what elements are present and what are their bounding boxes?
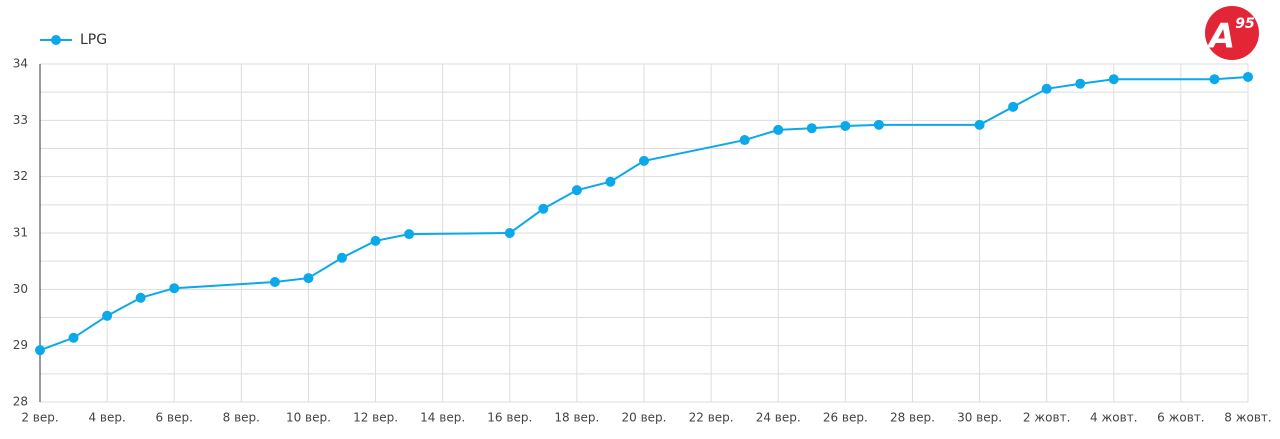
data-point (538, 203, 549, 214)
data-point (135, 292, 146, 303)
data-point (1209, 74, 1220, 85)
data-point (303, 273, 314, 284)
data-point (840, 120, 851, 131)
y-tick-label: 31 (13, 226, 28, 240)
data-point (269, 277, 280, 288)
data-point (639, 155, 649, 166)
y-tick-label: 30 (13, 282, 28, 296)
x-tick-label: 8 вер. (223, 411, 260, 425)
y-tick-label: 33 (13, 113, 28, 127)
x-tick-label: 6 жовт. (1157, 411, 1204, 425)
y-tick-label: 34 (13, 57, 28, 71)
data-point (806, 123, 817, 134)
data-point (504, 228, 515, 238)
x-tick-label: 10 вер. (286, 411, 331, 425)
logo-letter: A (1206, 17, 1235, 57)
data-point (169, 283, 180, 294)
data-point (1243, 71, 1253, 82)
y-tick-label: 28 (13, 395, 28, 409)
x-tick-label: 2 жовт. (1023, 411, 1070, 425)
data-point (1108, 74, 1119, 85)
data-point (873, 119, 884, 130)
data-point (1008, 101, 1019, 112)
x-tick-label: 26 вер. (823, 411, 868, 425)
x-tick-label: 24 вер. (756, 411, 801, 425)
legend-label: LPG (80, 32, 107, 48)
x-tick-label: 4 жовт. (1090, 411, 1137, 425)
data-point (102, 310, 113, 321)
x-tick-label: 16 вер. (487, 411, 532, 425)
data-point (739, 135, 750, 146)
data-point (1075, 78, 1086, 89)
data-point (68, 332, 79, 343)
data-point (370, 235, 381, 246)
legend-marker (51, 35, 61, 45)
data-point (337, 252, 347, 263)
data-point (605, 176, 616, 187)
x-tick-label: 12 вер. (353, 411, 398, 425)
data-point (773, 124, 784, 135)
x-tick-label: 30 вер. (957, 411, 1002, 425)
x-tick-label: 22 вер. (689, 411, 734, 425)
x-tick-label: 18 вер. (554, 411, 599, 425)
logo: A 95 (1205, 6, 1259, 60)
logo-number: 95 (1235, 16, 1255, 32)
data-point (1041, 83, 1052, 94)
data-point (571, 185, 582, 196)
data-point (974, 119, 985, 130)
x-tick-label: 6 вер. (156, 411, 193, 425)
data-point (35, 345, 45, 356)
x-tick-label: 8 жовт. (1224, 411, 1271, 425)
x-tick-label: 4 вер. (88, 411, 125, 425)
x-tick-label: 14 вер. (420, 411, 465, 425)
data-point (404, 229, 415, 240)
x-tick-label: 2 вер. (21, 411, 58, 425)
y-tick-label: 29 (13, 338, 28, 352)
logo-badge (1205, 6, 1259, 60)
y-tick-label: 32 (13, 169, 28, 183)
x-tick-label: 20 вер. (622, 411, 667, 425)
x-tick-label: 28 вер. (890, 411, 935, 425)
